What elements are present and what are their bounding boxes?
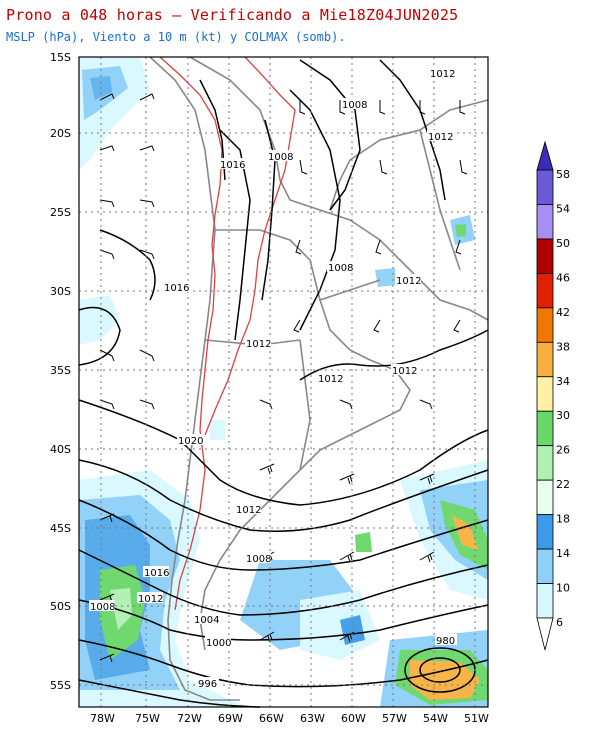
isobar-label: 1012 <box>428 132 453 143</box>
isobar-label: 1008 <box>268 152 293 163</box>
lat-label: 35S <box>50 364 71 377</box>
isobar-label: 1016 <box>144 568 169 579</box>
map-border <box>78 56 489 708</box>
isobar-label: 1012 <box>392 366 417 377</box>
legend-color-box <box>536 341 554 378</box>
isobar-label: 1020 <box>178 436 203 447</box>
lon-label: 51W <box>464 712 489 725</box>
lon-labels: 78W 75W 72W 69W 66W 63W 60W 57W 54W 51W <box>90 712 489 725</box>
lat-labels: 15S 20S 25S 30S 35S 40S 45S 50S 55S <box>50 51 71 692</box>
map-title: Prono a 048 horas — Verificando a Mie18Z… <box>6 6 459 24</box>
isobar-label: 1016 <box>164 283 189 294</box>
map-subtitle: MSLP (hPa), Viento a 10 m (kt) y COLMAX … <box>6 30 346 44</box>
legend-value-label: 22 <box>556 478 570 491</box>
colmax-legend: 58 54 50 46 42 38 34 30 26 22 18 14 10 6 <box>536 140 570 651</box>
legend-color-box <box>536 204 554 240</box>
legend-color-box <box>536 583 554 619</box>
legend-color-box <box>536 445 554 481</box>
legend-value-label: 58 <box>556 168 570 181</box>
isobar-label: 1004 <box>194 615 219 626</box>
isobar-label: 1008 <box>246 554 271 565</box>
legend-value-label: 6 <box>556 616 563 629</box>
isobar-label: 1000 <box>206 638 231 649</box>
legend-color-box <box>536 169 554 205</box>
legend-color-box <box>536 272 554 309</box>
isobar-label: 1012 <box>318 374 343 385</box>
lon-label: 78W <box>90 712 115 725</box>
isobar-label: 1008 <box>90 602 115 613</box>
legend-value-label: 10 <box>556 582 570 595</box>
legend-value-label: 50 <box>556 237 570 250</box>
lat-label: 25S <box>50 206 71 219</box>
isobar-label: 1012 <box>396 276 421 287</box>
legend-color-box <box>536 548 554 584</box>
lat-lon-grid <box>79 57 488 707</box>
legend-color-box <box>536 514 554 550</box>
legend-value-label: 42 <box>556 306 570 319</box>
legend-value-label: 18 <box>556 513 570 526</box>
lon-label: 66W <box>259 712 284 725</box>
legend-bottom-triangle <box>536 617 554 651</box>
lat-label: 55S <box>50 679 71 692</box>
legend-color-box <box>536 307 554 343</box>
isobar-labels: 1012 1008 1012 1016 1008 1008 1012 1016 … <box>89 67 457 690</box>
isobar-label: 1012 <box>430 69 455 80</box>
isobar-label: 1012 <box>246 339 271 350</box>
lon-label: 54W <box>423 712 448 725</box>
legend-color-box <box>536 238 554 274</box>
isobar-label: 1016 <box>220 160 245 171</box>
isobar-label: 996 <box>198 679 217 690</box>
lon-label: 75W <box>135 712 160 725</box>
lat-label: 50S <box>50 600 71 613</box>
lon-label: 57W <box>382 712 407 725</box>
lon-label: 72W <box>177 712 202 725</box>
lat-label: 15S <box>50 51 71 64</box>
legend-value-label: 34 <box>556 375 570 388</box>
isobar-label: 1008 <box>328 263 353 274</box>
legend-top-triangle <box>536 140 554 171</box>
lon-label: 69W <box>218 712 243 725</box>
legend-value-label: 26 <box>556 444 570 457</box>
lat-label: 20S <box>50 127 71 140</box>
isobar-label: 980 <box>436 636 455 647</box>
legend-value-label: 38 <box>556 340 570 353</box>
legend-color-box <box>536 376 554 412</box>
legend-value-label: 14 <box>556 547 570 560</box>
lon-label: 63W <box>300 712 325 725</box>
isobar-label: 1012 <box>138 594 163 605</box>
legend-value-label: 46 <box>556 271 570 284</box>
isobar-label: 1008 <box>342 100 367 111</box>
lon-label: 60W <box>341 712 366 725</box>
lat-label: 40S <box>50 443 71 456</box>
legend-value-label: 30 <box>556 409 570 422</box>
lat-label: 45S <box>50 522 71 535</box>
legend-color-box <box>536 479 554 516</box>
legend-value-label: 54 <box>556 202 570 215</box>
legend-color-box <box>536 410 554 447</box>
isobar-label: 1012 <box>236 505 261 516</box>
lat-label: 30S <box>50 285 71 298</box>
